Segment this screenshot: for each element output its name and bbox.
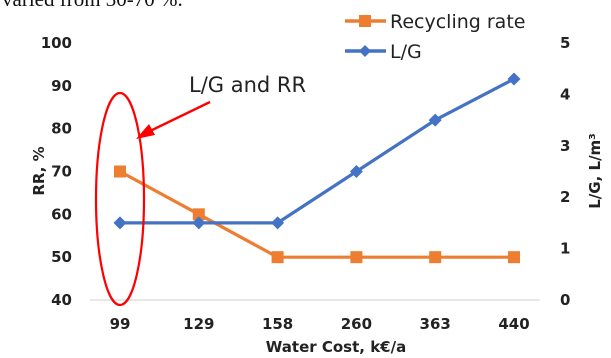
x-tick-label: 363 <box>420 315 451 333</box>
y-axis-label-right: L/G, L/m³ <box>586 133 604 209</box>
data-point-recycling-rate <box>114 165 126 178</box>
callout-label: L/G and RR <box>189 73 306 97</box>
legend-marker-lg <box>359 45 371 57</box>
y-tick-label-right: 0 <box>560 291 570 309</box>
x-axis-ticks: 99 129 158 260 363 440 <box>110 315 530 333</box>
data-point-recycling-rate <box>271 251 284 264</box>
highlight-ellipse <box>94 91 146 307</box>
y-tick-label-left: 60 <box>51 205 72 223</box>
data-point-recycling-rate <box>508 251 520 264</box>
series-line-recycling-rate <box>119 170 514 259</box>
series-layer <box>113 72 521 264</box>
y-tick-label-right: 5 <box>560 34 570 52</box>
legend-label-lg: L/G <box>390 41 422 63</box>
y-tick-label-right: 4 <box>560 85 570 103</box>
y-tick-label-right: 1 <box>560 240 570 258</box>
data-point-l-g <box>271 216 285 230</box>
x-tick-label: 260 <box>341 315 372 333</box>
callout-arrow-head <box>136 124 155 139</box>
legend-entry-recycling-rate: Recycling rate <box>345 11 525 33</box>
callout-arrow <box>147 100 211 134</box>
y-axis-label-left: RR, % <box>30 146 48 195</box>
y-tick-label-left: 100 <box>41 34 72 52</box>
y-tick-label-left: 80 <box>51 120 72 138</box>
data-point-recycling-rate <box>350 251 363 264</box>
data-point-recycling-rate <box>429 251 442 264</box>
x-axis-label: Water Cost, k€/a <box>266 338 406 356</box>
x-tick-label: 440 <box>498 315 529 333</box>
y-tick-label-right: 2 <box>560 188 570 206</box>
data-point-l-g <box>192 216 206 230</box>
x-tick-label: 99 <box>110 315 131 333</box>
legend-label-recycling-rate: Recycling rate <box>390 11 525 33</box>
x-tick-label: 158 <box>262 315 293 333</box>
left-axis-ticks: 40 50 60 70 80 90 100 <box>41 34 72 309</box>
data-point-l-g <box>428 113 442 127</box>
data-point-l-g <box>507 72 521 86</box>
header-text-fragment: varied from 30-70 %. <box>2 0 183 12</box>
data-point-recycling-rate <box>192 208 205 221</box>
y-tick-label-right: 3 <box>560 137 570 155</box>
series-line-l-g <box>120 77 515 225</box>
callout-annotation: L/G and RR <box>94 73 306 307</box>
x-tick-label: 129 <box>183 315 214 333</box>
data-point-l-g <box>113 216 127 230</box>
legend-marker-recycling-rate <box>359 15 371 27</box>
right-axis-ticks: 0 1 2 3 4 5 <box>560 34 570 309</box>
data-point-l-g <box>349 165 363 178</box>
y-tick-label-left: 40 <box>51 291 72 309</box>
y-tick-label-left: 70 <box>51 163 72 181</box>
legend-entry-lg: L/G <box>345 41 422 63</box>
y-tick-label-left: 50 <box>51 248 72 266</box>
legend: Recycling rate L/G <box>345 11 525 63</box>
y-tick-label-left: 90 <box>51 77 72 95</box>
